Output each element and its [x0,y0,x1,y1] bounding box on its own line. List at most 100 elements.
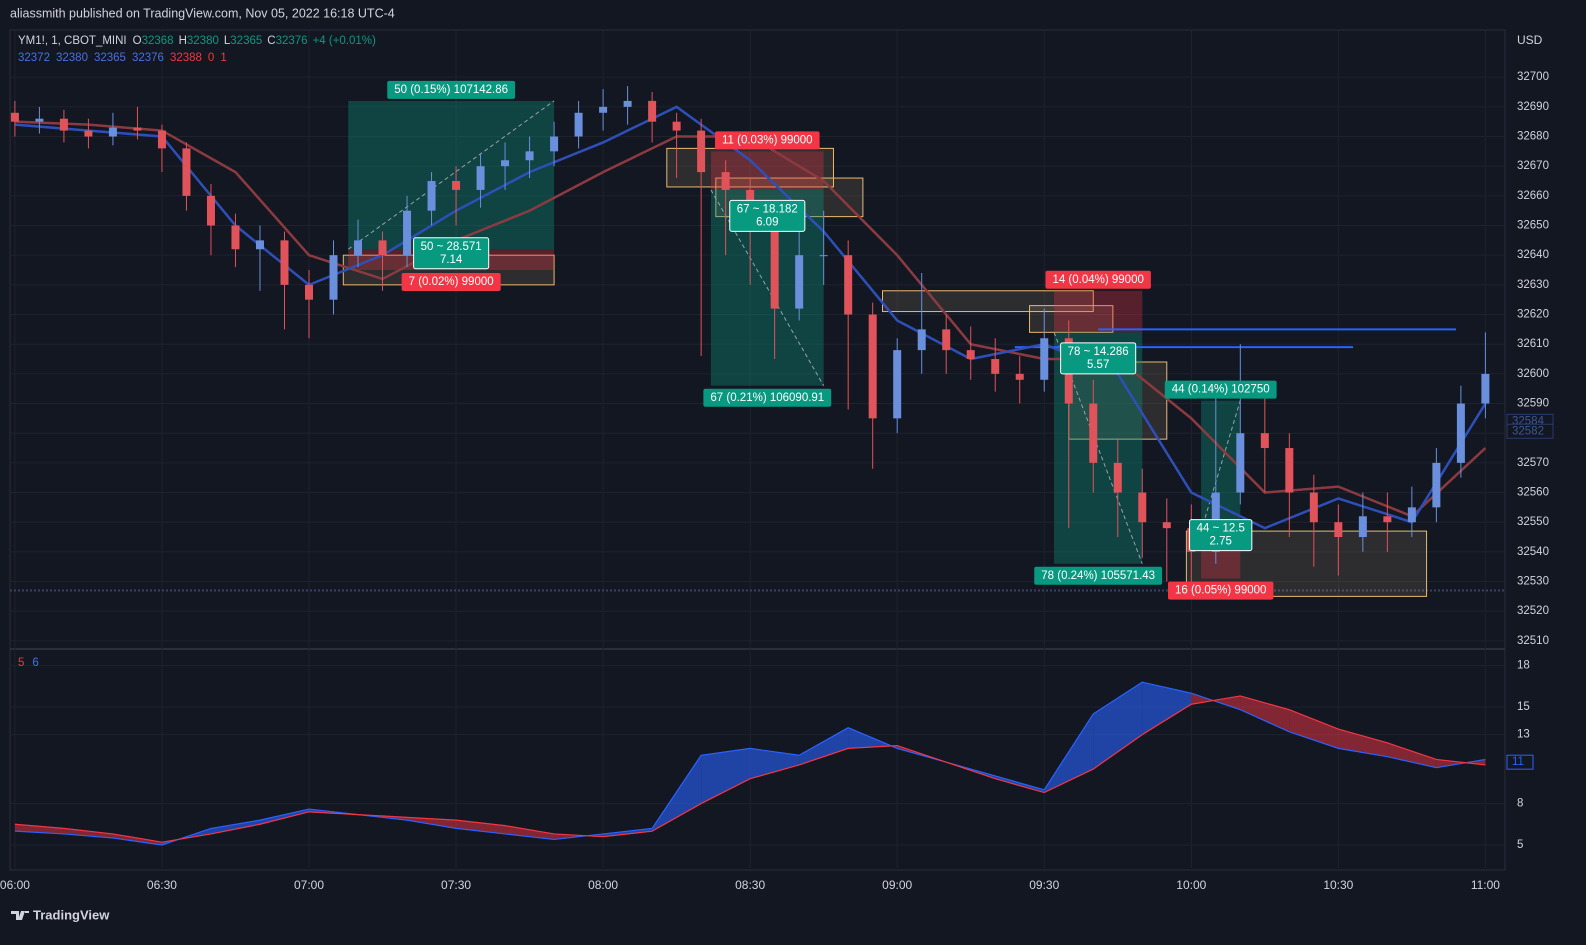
candle-body [893,350,902,419]
y-tick-label: 32650 [1517,220,1549,232]
ma-value: 32380 [56,52,88,64]
x-tick-label: 08:00 [588,878,618,892]
candle-body [182,148,191,196]
candle-body [133,127,142,131]
label-box [729,199,806,232]
price-label: 32582 [1512,425,1544,437]
candle-body [1334,522,1343,538]
y-tick-label: 32640 [1517,249,1549,261]
label-text: 44 (0.14%) 102750 [1172,384,1270,396]
x-tick-label: 10:00 [1176,878,1206,892]
candle-body [1113,462,1122,493]
candle-body [917,329,926,351]
label-box [387,80,516,99]
ohlc-key: L [224,35,231,47]
candle-body [795,255,804,309]
candle-body [305,284,313,300]
cloud-fill [63,828,113,839]
candle-body [378,240,387,256]
indicator-line [14,695,1486,843]
label-box [401,273,501,292]
stop-zone [1054,290,1143,333]
symbol: YM1!, 1, CBOT_MINI [18,35,127,47]
indicator-tick-label: 5 [1517,839,1523,851]
candle-body [1236,433,1245,493]
candle-body [354,240,363,256]
currency: USD [1517,33,1543,47]
ma-value: 32365 [94,52,126,64]
candle-body [672,121,681,131]
ma-value: 32372 [18,52,50,64]
label-text: 2.75 [1210,536,1232,548]
cloud-fill [1289,709,1339,749]
candle-body [599,106,608,113]
label-text: 16 (0.05%) 99000 [1175,585,1266,597]
cloud-fill [701,748,751,804]
label-text: 78 ~ 14.286 [1068,346,1129,358]
candle-body [623,100,632,107]
candle-body [108,127,117,137]
candle-body [1309,492,1318,523]
indicator-pane [14,681,1486,846]
label-text: 67 (0.21%) 106090.91 [710,392,824,404]
candle-body [942,329,951,351]
candle-body [1162,522,1171,529]
indicator-price-box [1506,754,1534,770]
candle-body [1138,492,1147,523]
candle-body [991,359,1000,374]
x-tick-label: 10:30 [1323,878,1353,892]
position-label: 78 (0.24%) 105571.43 [1034,566,1163,585]
ohlc-value: 32376 [276,35,308,47]
indicator-line [14,681,1486,846]
candle-body [84,130,93,137]
cloud-fill [1142,682,1192,735]
candle-body [770,231,779,309]
y-tick-label: 32540 [1517,546,1549,558]
label-box [1167,581,1274,600]
cloud-fill [505,825,555,840]
x-tick-label: 09:30 [1029,878,1059,892]
y-tick-label: 32550 [1517,516,1549,528]
candle-body [59,118,68,131]
label-text: 67 ~ 18.182 [737,203,798,215]
x-tick-label: 06:00 [0,878,30,892]
label-box [1060,342,1137,375]
cloud-fill [456,820,506,834]
candle-body [10,112,19,122]
label-text: 78 (0.24%) 105571.43 [1041,570,1155,582]
label-box [1189,519,1253,552]
candle-body [1040,338,1049,380]
ohlc-value: 32365 [230,35,262,47]
indicator-tick-label: 15 [1517,701,1530,713]
ohlc-value: 32380 [187,35,219,47]
brand: TradingView [33,907,110,922]
label-text: 50 (0.15%) 107142.86 [394,84,508,96]
candle-body [255,240,264,250]
cloud-fill [799,727,849,765]
position-label: 67 (0.21%) 106090.91 [703,388,832,407]
label-text: 7 (0.02%) 99000 [409,276,494,288]
indicator-tick-label: 18 [1517,660,1530,672]
ohlc-value: 32368 [142,35,174,47]
y-tick-label: 32690 [1517,101,1549,113]
label-text: 14 (0.04%) 99000 [1052,274,1143,286]
y-tick-label: 32520 [1517,605,1549,617]
ohlc-key: H [179,35,187,47]
candle-body [648,100,657,122]
trade-path [1053,332,1143,564]
cloud-fill [1338,729,1388,757]
candle-body [427,181,436,211]
candle-body [35,118,44,122]
x-tick-label: 08:30 [735,878,765,892]
label-text: 44 ~ 12.5 [1197,523,1245,535]
cloud-fill [750,748,800,779]
label-box [1164,380,1277,399]
candle-body [403,210,412,256]
candle-body [1456,403,1465,463]
cloud-fill [1240,695,1290,732]
